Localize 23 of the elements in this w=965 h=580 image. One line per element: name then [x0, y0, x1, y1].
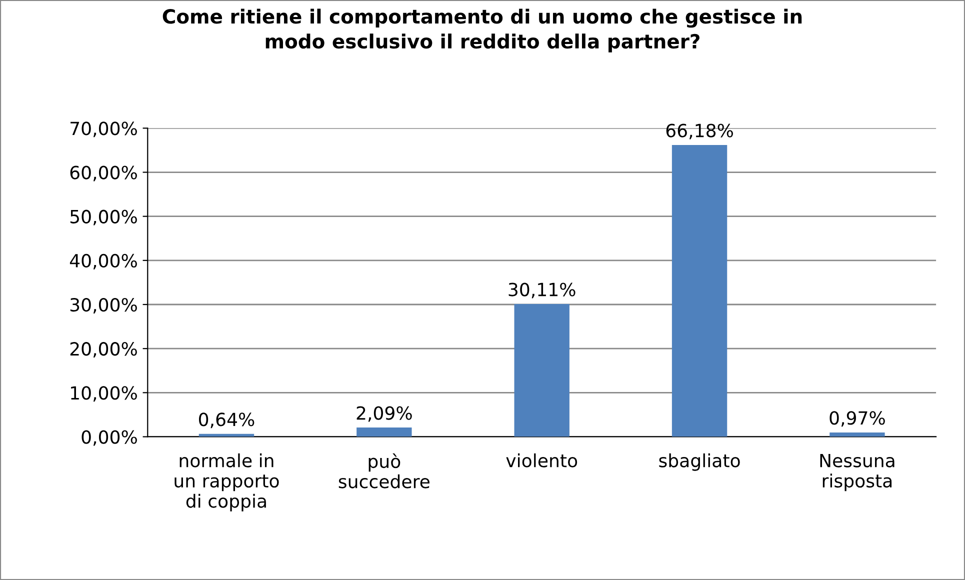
bar	[356, 428, 412, 437]
data-label: 0,64%	[198, 412, 254, 428]
y-tick-label: 40,00%	[70, 254, 137, 270]
data-label: 2,09%	[356, 406, 412, 422]
x-tick-label: normale in un rapporto di coppia	[174, 453, 279, 512]
data-label: 66,18%	[666, 124, 733, 140]
bar	[514, 304, 570, 437]
y-tick-label: 10,00%	[71, 386, 137, 402]
data-label: 30,11%	[508, 282, 576, 298]
y-tick-label: 30,00%	[70, 298, 137, 314]
x-tick-label: Nessuna risposta	[820, 454, 894, 492]
data-label: 0,97%	[830, 411, 885, 427]
chart-title: Come ritiene il comportamento di un uomo che gestisce in modo esclusivo il reddito della partner?	[162, 8, 802, 52]
y-tick-label: 70,00%	[70, 122, 137, 138]
y-tick-label: 50,00%	[70, 210, 137, 226]
y-tick-label: 60,00%	[70, 166, 137, 182]
y-tick-label: 0,00%	[82, 430, 137, 446]
bar	[672, 145, 728, 437]
x-tick-label: sbagliato	[659, 453, 740, 471]
x-tick-label: violento	[506, 453, 578, 468]
bar	[830, 432, 885, 437]
y-tick-label: 20,00%	[70, 342, 137, 358]
x-tick-label: può succedere	[338, 453, 430, 488]
